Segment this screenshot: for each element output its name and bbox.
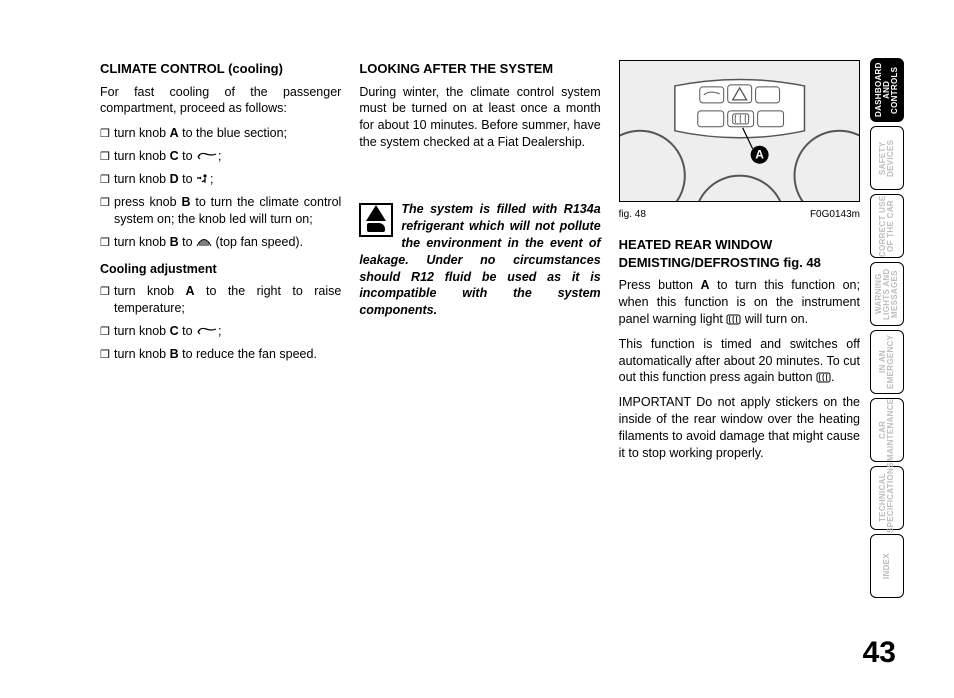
bullet-text: turn knob A to the right to raise temper…: [114, 283, 341, 317]
warning-car-icon: [359, 203, 393, 237]
recirculation-icon: [196, 326, 218, 337]
bullet-icon: [100, 323, 114, 340]
bullet-item: turn knob C to ;: [100, 148, 341, 165]
heading-heated-rear: HEATED REAR WINDOW DEMISTING/DEFROSTING …: [619, 236, 860, 271]
bullet-text: turn knob D to ;: [114, 171, 341, 188]
bullet-item: press knob B to turn the climate control…: [100, 194, 341, 228]
bullet-text: turn knob C to ;: [114, 148, 341, 165]
warning-box: The system is filled with R134a refriger…: [359, 201, 600, 319]
section-tab[interactable]: IN AN EMERGENCY: [870, 330, 904, 394]
rear-defrost-icon: [726, 314, 741, 325]
fan-max-icon: [196, 236, 212, 248]
bullet-text: press knob B to turn the climate control…: [114, 194, 341, 228]
intro-text: For fast cooling of the passenger compar…: [100, 84, 341, 118]
section-tab[interactable]: INDEX: [870, 534, 904, 598]
section-tabs: DASHBOARD AND CONTROLS SAFETY DEVICES CORR…: [870, 58, 904, 598]
recirculation-icon: [196, 151, 218, 162]
bullet-text: turn knob B to reduce the fan speed.: [114, 346, 341, 363]
body-text: During winter, the climate control syste…: [359, 84, 600, 152]
bullet-icon: [100, 283, 114, 317]
heading-looking-after: LOOKING AFTER THE SYSTEM: [359, 60, 600, 78]
content-columns: CLIMATE CONTROL (cooling) For fast cooli…: [100, 60, 860, 470]
page-number: 43: [863, 636, 896, 670]
svg-text:A: A: [755, 148, 764, 162]
bullet-icon: [100, 125, 114, 142]
bullet-item: turn knob C to ;: [100, 323, 341, 340]
bullet-item: turn knob A to the right to raise temper…: [100, 283, 341, 317]
column-3: A fig. 48 F0G0143m HEATED REAR WINDOW DE…: [619, 60, 860, 470]
section-tab[interactable]: SAFETY DEVICES: [870, 126, 904, 190]
bullet-icon: [100, 148, 114, 165]
section-tab[interactable]: TECHNICAL SPECIFICATIONS: [870, 466, 904, 530]
manual-page: CLIMATE CONTROL (cooling) For fast cooli…: [0, 0, 954, 698]
body-text: IMPORTANT Do not apply stickers on the i…: [619, 394, 860, 462]
body-text: This function is timed and switches off …: [619, 336, 860, 387]
bullet-item: turn knob B to reduce the fan speed.: [100, 346, 341, 363]
section-tab[interactable]: CAR MAINTENANCE: [870, 398, 904, 462]
section-tab[interactable]: WARNING LIGHTS AND MESSAGES: [870, 262, 904, 326]
warning-text: The system is filled with R134a refriger…: [359, 202, 600, 317]
figure-48-illustration: A: [619, 60, 860, 202]
bullet-text: turn knob A to the blue section;: [114, 125, 341, 142]
bullet-icon: [100, 346, 114, 363]
bullet-item: turn knob B to (top fan speed).: [100, 234, 341, 251]
bullet-icon: [100, 234, 114, 251]
body-text: Press button A to turn this function on;…: [619, 277, 860, 328]
section-tab[interactable]: DASHBOARD AND CONTROLS: [870, 58, 904, 122]
bullet-icon: [100, 171, 114, 188]
figure-caption: fig. 48 F0G0143m: [619, 208, 860, 222]
bullet-icon: [100, 194, 114, 228]
bullet-item: turn knob A to the blue section;: [100, 125, 341, 142]
figure-label: fig. 48: [619, 208, 646, 222]
section-tab[interactable]: CORRECT USE OF THE CAR: [870, 194, 904, 258]
bullet-text: turn knob B to (top fan speed).: [114, 234, 341, 251]
column-2: LOOKING AFTER THE SYSTEM During winter, …: [359, 60, 600, 470]
bullet-text: turn knob C to ;: [114, 323, 341, 340]
heading-cooling-adjustment: Cooling adjustment: [100, 261, 341, 278]
bullet-item: turn knob D to ;: [100, 171, 341, 188]
heading-climate-control: CLIMATE CONTROL (cooling): [100, 60, 341, 78]
column-1: CLIMATE CONTROL (cooling) For fast cooli…: [100, 60, 341, 470]
person-vent-icon: [196, 173, 210, 185]
figure-code: F0G0143m: [810, 208, 860, 222]
rear-defrost-icon: [816, 372, 831, 383]
